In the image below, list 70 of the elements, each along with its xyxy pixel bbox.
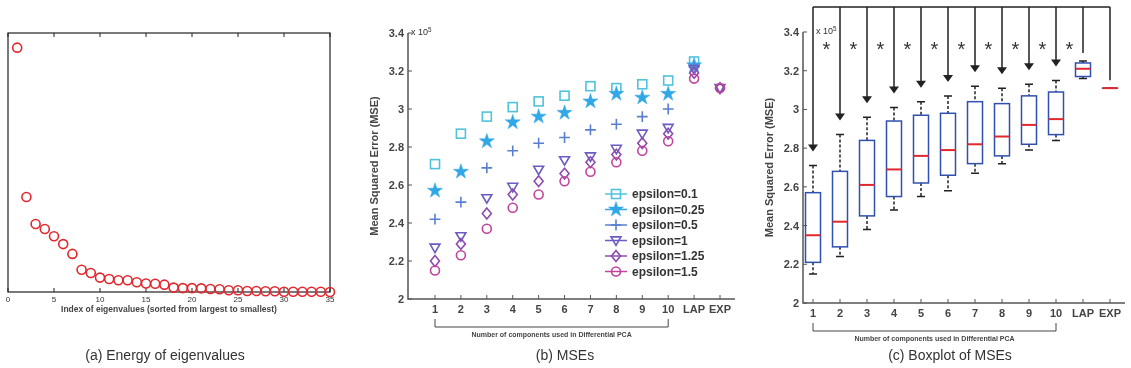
annotation: x 10$^{5}$: [411, 25, 433, 37]
y-tick-label: 2.2: [783, 258, 799, 271]
legend-label: epsilon=1: [632, 233, 689, 248]
x-tick-label: 5: [535, 303, 542, 315]
annotation: *: [849, 38, 858, 60]
annotation: *: [903, 38, 912, 60]
x-tick-label: 0: [5, 295, 11, 304]
y-axis-title: Mean Squared Error (MSE): [763, 97, 775, 238]
x-tick-label: 1: [431, 303, 439, 315]
annotation: *: [822, 38, 831, 60]
y-tick-label: 3.2: [388, 65, 404, 77]
x-tick-label: 8: [998, 307, 1006, 319]
x-tick-label: 7: [971, 307, 979, 319]
y-axis-title: Mean Squared Error (MSE): [368, 95, 380, 236]
annotation: *: [1065, 38, 1074, 60]
x-tick-label: 8: [613, 303, 620, 315]
x-tick-label: 4: [509, 303, 517, 315]
x-tick-label: 5: [51, 295, 57, 304]
y-tick-label: 2.4: [388, 217, 405, 229]
x-tick-label: EXP: [1098, 307, 1122, 319]
x-tick-label: 9: [1025, 307, 1033, 319]
x-tick-label: LAP: [683, 303, 706, 315]
annotation: *: [1038, 38, 1047, 60]
x-tick-label: 9: [639, 303, 646, 315]
x-tick-label: 3: [863, 307, 871, 319]
annotation: *: [984, 38, 993, 60]
x-tick-label: 7: [587, 303, 594, 315]
x-tick-label: 6: [944, 307, 952, 319]
x-tick-label: 10: [662, 303, 675, 315]
legend-label: epsilon=0.5: [632, 218, 699, 232]
annotation: *: [1011, 38, 1020, 60]
y-tick-label: 3: [792, 103, 799, 116]
x-tick-label: 20: [187, 295, 197, 304]
x-tick-label: 3: [483, 303, 490, 315]
y-tick-label: 2.2: [388, 255, 404, 267]
annotation: *: [930, 38, 939, 60]
x-tick-label: 25: [233, 295, 243, 304]
legend-label: epsilon=1.5: [632, 264, 699, 279]
text: (a) Energy of eigenvalues: [85, 347, 245, 363]
x-tick-label: LAP: [1072, 307, 1094, 319]
y-tick-label: 2.4: [783, 219, 800, 232]
x-tick-label: 5: [917, 307, 925, 319]
x-tick-label: EXP: [708, 303, 732, 315]
annotation: x 10$^{5}$: [816, 24, 838, 36]
legend-label: epsilon=1.25: [632, 249, 705, 263]
legend-label: epsilon=0.25: [632, 202, 705, 217]
y-tick-label: 3.4: [388, 27, 405, 39]
x-tick-label: 10: [1049, 307, 1063, 319]
x-tick-label: 10: [95, 295, 105, 304]
x-axis-title: Index of eigenvalues (sorted from largest to smallest): [61, 304, 278, 314]
y-tick-label: 3: [397, 103, 404, 115]
y-tick-label: 2.8: [388, 141, 404, 153]
annotation: *: [957, 38, 966, 60]
y-tick-label: 3.4: [783, 26, 800, 38]
y-tick-label: 2.8: [783, 142, 799, 155]
x-tick-label: 15: [141, 295, 151, 304]
y-tick-label: 2.6: [783, 180, 799, 193]
text: (c) Boxplot of MSEs: [888, 347, 1012, 363]
y-tick-label: 2.6: [388, 179, 404, 191]
text: (b) MSEs: [535, 347, 595, 363]
legend-label: epsilon=0.1: [632, 187, 699, 201]
x-tick-label: 6: [561, 303, 568, 315]
x-tick-label: 30: [279, 295, 289, 304]
x-tick-label: 35: [325, 295, 335, 304]
x-tick-label: 1: [809, 307, 817, 319]
y-tick-label: 3.2: [783, 64, 799, 77]
x-tick-label: 4: [890, 307, 898, 319]
x-tick-label: 2: [836, 307, 844, 319]
annotation: *: [876, 38, 885, 60]
x-tick-label: 2: [457, 303, 464, 315]
